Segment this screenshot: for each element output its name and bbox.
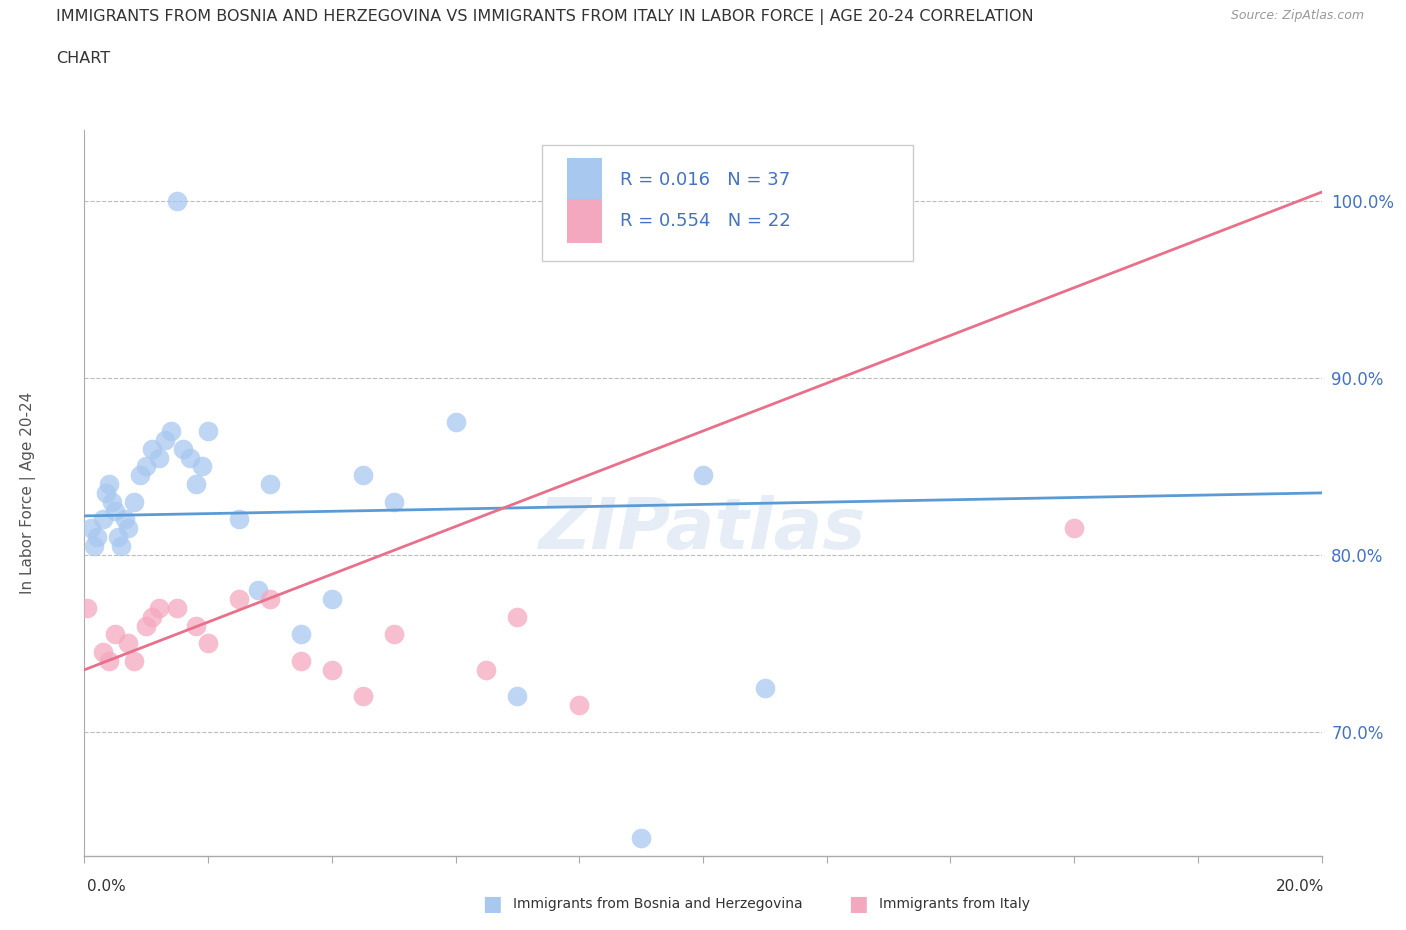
Point [506, 689, 529, 704]
Point [166, 193, 188, 208]
Point [184, 476, 207, 491]
Text: IMMIGRANTS FROM BOSNIA AND HERZEGOVINA VS IMMIGRANTS FROM ITALY IN LABOR FORCE |: IMMIGRANTS FROM BOSNIA AND HERZEGOVINA V… [56, 9, 1033, 25]
Point [141, 441, 163, 456]
Point [129, 468, 152, 483]
Point [228, 591, 250, 606]
Point [110, 538, 132, 553]
Point [692, 468, 714, 483]
Point [117, 636, 139, 651]
Point [191, 458, 214, 473]
Point [475, 662, 498, 677]
Point [114, 512, 136, 527]
Point [259, 476, 281, 491]
Point [101, 495, 124, 510]
Point [117, 521, 139, 536]
Text: ZIPatlas: ZIPatlas [540, 495, 866, 564]
Point [444, 415, 467, 430]
FancyBboxPatch shape [567, 199, 602, 243]
Point [98, 476, 121, 491]
Point [290, 654, 312, 669]
Point [98, 654, 121, 669]
Point [153, 432, 176, 447]
Text: CHART: CHART [56, 51, 110, 66]
Text: ■: ■ [482, 894, 502, 914]
Point [197, 423, 219, 438]
Point [172, 441, 194, 456]
Text: 0.0%: 0.0% [87, 879, 127, 894]
Point [382, 495, 405, 510]
Point [630, 830, 652, 845]
Point [135, 458, 157, 473]
Point [246, 583, 269, 598]
Point [197, 636, 219, 651]
Point [122, 654, 145, 669]
FancyBboxPatch shape [543, 145, 914, 260]
Point [122, 495, 145, 510]
Point [352, 689, 374, 704]
Point [179, 450, 201, 465]
Point [104, 627, 127, 642]
Point [166, 601, 188, 616]
Text: Immigrants from Italy: Immigrants from Italy [879, 897, 1029, 911]
Point [135, 618, 157, 633]
Point [148, 601, 170, 616]
Point [91, 512, 114, 527]
Text: ■: ■ [848, 894, 868, 914]
Text: R = 0.554   N = 22: R = 0.554 N = 22 [620, 212, 790, 230]
Point [1063, 521, 1085, 536]
Point [228, 512, 250, 527]
Point [83, 538, 105, 553]
Point [352, 468, 374, 483]
Text: 20.0%: 20.0% [1277, 879, 1324, 894]
Text: In Labor Force | Age 20-24: In Labor Force | Age 20-24 [20, 392, 37, 594]
Point [86, 530, 108, 545]
Point [506, 609, 529, 624]
Point [382, 627, 405, 642]
Point [107, 530, 129, 545]
Point [148, 450, 170, 465]
Point [184, 618, 207, 633]
Point [79, 521, 101, 536]
Point [754, 680, 776, 695]
FancyBboxPatch shape [567, 158, 602, 201]
Point [141, 609, 163, 624]
Point [568, 698, 591, 712]
Point [290, 627, 312, 642]
Point [160, 423, 183, 438]
Point [321, 591, 343, 606]
Point [91, 644, 114, 659]
Point [94, 485, 117, 500]
Text: R = 0.016   N = 37: R = 0.016 N = 37 [620, 170, 790, 189]
Text: Source: ZipAtlas.com: Source: ZipAtlas.com [1230, 9, 1364, 22]
Text: Immigrants from Bosnia and Herzegovina: Immigrants from Bosnia and Herzegovina [513, 897, 803, 911]
Point [259, 591, 281, 606]
Point [104, 503, 127, 518]
Point [76, 601, 98, 616]
Point [321, 662, 343, 677]
